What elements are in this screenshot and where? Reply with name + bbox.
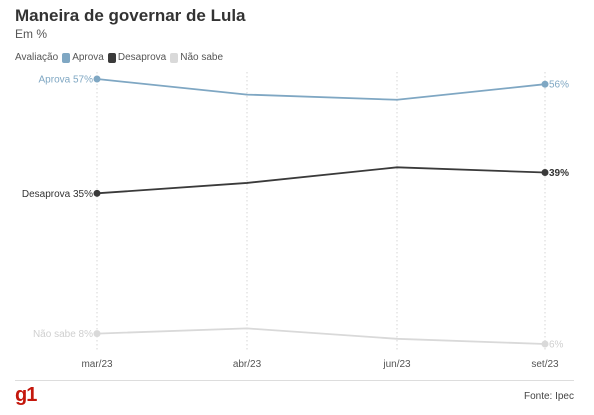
legend-swatch-desaprova [107,52,116,63]
legend-label-desaprova: Desaprova [117,52,167,63]
data-point [93,330,101,338]
source-note: Fonte: Ipec [523,391,574,402]
x-tick-label: mar/23 [81,359,113,370]
x-tick-label: set/23 [531,359,559,370]
data-label-end: 39% [549,168,569,179]
legend-label-aprova: Aprova [72,52,104,63]
legend-item-nao-sabe[interactable]: Não sabe [170,52,223,63]
series-line-aprova [96,78,546,101]
legend-item-desaprova[interactable]: Desaprova [107,52,167,63]
series-line-não-sabe [96,327,546,345]
series-line-desaprova [96,166,546,195]
data-point [93,189,101,197]
data-point [541,169,549,177]
data-label-start: Não sabe 8% [33,329,93,340]
data-label-end: 56% [549,80,569,91]
footer-divider [15,380,574,381]
data-label-end: 6% [549,340,564,351]
g1-logo: g1 [15,384,37,406]
x-tick-label: abr/23 [233,359,262,370]
data-point [541,340,549,348]
chart-title: Maneira de governar de Lula [15,6,246,25]
legend-item-aprova[interactable]: Aprova [62,52,104,63]
data-point [541,80,549,88]
chart-subtitle: Em % [15,27,48,41]
legend-label-nao-sabe: Não sabe [180,52,224,63]
x-tick-label: jun/23 [382,359,411,370]
legend: Avaliação Aprova Desaprova Não sabe [15,52,227,63]
legend-swatch-aprova [62,52,71,63]
legend-title: Avaliação [15,52,59,63]
data-label-start: Aprova 57% [39,75,94,86]
legend-swatch-nao-sabe [170,52,179,63]
data-label-start: Desaprova 35% [22,189,93,200]
data-point [93,75,101,83]
